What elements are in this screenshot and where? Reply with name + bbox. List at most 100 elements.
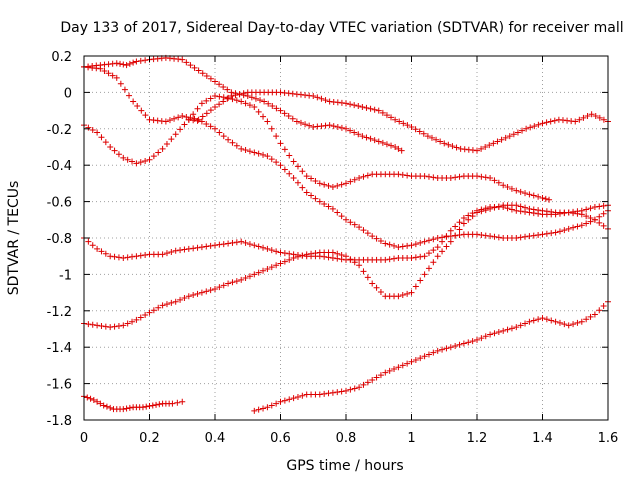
data-point [246, 273, 253, 280]
data-point [491, 177, 498, 184]
data-point [233, 142, 240, 149]
data-point [124, 320, 131, 327]
data-point [474, 173, 480, 180]
x-tick-label: 1.6 [598, 431, 619, 446]
data-point [255, 269, 262, 276]
data-point [308, 192, 315, 199]
y-tick-label: -1.4 [47, 341, 72, 356]
data-point [539, 120, 546, 127]
data-point [591, 311, 598, 318]
data-point [216, 284, 223, 291]
data-point [412, 283, 419, 290]
data-point [257, 97, 264, 104]
data-point [146, 156, 153, 163]
data-point [194, 244, 201, 251]
data-point [600, 222, 607, 229]
data-point [421, 271, 428, 278]
x-tick-label: 0 [80, 431, 88, 446]
data-point [212, 93, 218, 100]
data-point [179, 398, 186, 405]
data-point [233, 239, 240, 246]
data-point [425, 173, 432, 180]
data-point [238, 98, 245, 105]
data-point [303, 173, 310, 180]
data-point [137, 57, 144, 64]
data-point [330, 123, 337, 130]
data-point [207, 95, 214, 102]
data-point [251, 242, 258, 249]
data-point [546, 196, 553, 203]
data-point [574, 223, 581, 230]
data-point [425, 351, 432, 358]
data-point [273, 133, 280, 140]
data-point [310, 93, 317, 100]
data-point [181, 121, 188, 128]
data-point [456, 226, 463, 233]
data-point [242, 147, 249, 154]
data-point [329, 389, 336, 396]
data-point [281, 397, 288, 404]
data-point [171, 115, 178, 122]
data-point [334, 123, 341, 130]
data-point [120, 406, 127, 413]
data-point [191, 64, 198, 71]
data-point [460, 220, 467, 227]
data-point [334, 209, 341, 216]
data-point [177, 247, 184, 254]
data-point [207, 75, 214, 82]
data-point [556, 319, 563, 326]
data-point [195, 116, 202, 123]
data-point [399, 243, 406, 250]
data-point [570, 210, 577, 217]
data-point [299, 392, 306, 399]
data-point [543, 119, 550, 126]
data-point [391, 242, 398, 249]
data-point [220, 83, 227, 90]
data-point [430, 349, 437, 356]
data-point [494, 138, 501, 145]
data-point [508, 185, 515, 192]
data-point [482, 174, 489, 181]
data-point [356, 384, 363, 391]
data-point [312, 195, 319, 202]
data-point [437, 138, 444, 145]
data-point [478, 335, 485, 342]
data-point [325, 203, 332, 210]
data-point [134, 103, 141, 110]
data-point [123, 62, 130, 69]
data-point [498, 136, 505, 143]
data-point [146, 403, 153, 410]
data-point [367, 105, 374, 112]
data-point [303, 189, 310, 196]
data-point [583, 213, 590, 220]
data-point [155, 304, 162, 311]
data-point [383, 141, 390, 148]
data-point [224, 86, 231, 93]
data-point [404, 290, 411, 297]
data-point [375, 138, 382, 145]
data-point [203, 97, 210, 104]
x-tick-label: 0.2 [139, 431, 160, 446]
data-point [117, 80, 124, 87]
data-point [391, 255, 398, 262]
data-point [268, 125, 275, 132]
data-point [142, 112, 149, 119]
data-point [281, 110, 288, 117]
data-point [105, 70, 112, 77]
data-point [163, 250, 170, 257]
data-point [334, 389, 341, 396]
data-point [187, 62, 194, 69]
data-point [369, 280, 376, 287]
data-point [356, 174, 363, 181]
series-track-4 [185, 116, 611, 251]
data-point [293, 118, 300, 125]
data-point [469, 213, 476, 220]
data-point [513, 324, 520, 331]
data-point [572, 118, 579, 125]
data-point [107, 324, 114, 331]
data-point [424, 133, 431, 140]
data-point [268, 264, 275, 271]
data-point [417, 239, 424, 246]
data-point [535, 207, 542, 214]
data-point [299, 252, 306, 259]
